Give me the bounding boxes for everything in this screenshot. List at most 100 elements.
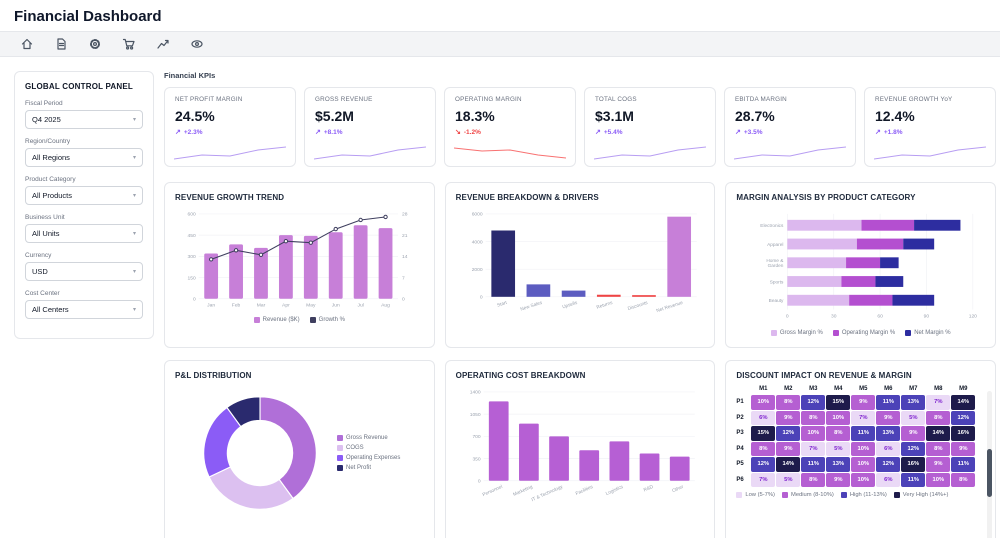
sparkline-chart [454, 147, 566, 159]
heatmap-cell[interactable]: 12% [751, 457, 776, 472]
heatmap-cell[interactable]: 5% [776, 472, 801, 487]
fiscal-period-select[interactable]: Q4 2025 ▾ [25, 110, 143, 129]
heatmap-cell[interactable]: 10% [751, 395, 776, 410]
heatmap-cell[interactable]: 13% [826, 457, 851, 472]
heatmap-cell[interactable]: 10% [801, 426, 826, 441]
kpi-card-ebitda-margin: EBITDA MARGIN 28.7% ↗ +3.5% [724, 87, 856, 167]
scrollbar-thumb[interactable] [987, 449, 993, 497]
trend-up-icon: ↗ [875, 129, 881, 136]
heatmap-cell[interactable]: 6% [876, 441, 901, 456]
filter-business-unit: Business Unit All Units ▾ [25, 214, 143, 243]
product-category-select[interactable]: All Products ▾ [25, 186, 143, 205]
svg-text:1400: 1400 [469, 390, 480, 396]
svg-text:0: 0 [480, 295, 483, 301]
heatmap-cell[interactable]: 10% [851, 441, 876, 456]
settings-button[interactable] [84, 34, 106, 54]
chevron-down-icon: ▾ [132, 268, 136, 275]
svg-text:0: 0 [478, 479, 481, 485]
filter-currency: Currency USD ▾ [25, 252, 143, 281]
select-value: All Units [32, 229, 60, 238]
cost-center-select[interactable]: All Centers ▾ [25, 300, 143, 319]
chart-title: REVENUE GROWTH TREND [175, 193, 285, 202]
heatmap-cell[interactable]: 14% [776, 457, 801, 472]
heatmap-cell[interactable]: 13% [901, 395, 926, 410]
home-button[interactable] [16, 34, 38, 54]
heatmap-cell[interactable]: 11% [876, 395, 901, 410]
heatmap-cell[interactable]: 11% [901, 472, 926, 487]
heatmap-cell[interactable]: 14% [926, 426, 951, 441]
heatmap-cell[interactable]: 8% [776, 395, 801, 410]
heatmap-cell[interactable]: 9% [926, 457, 951, 472]
heatmap-cell[interactable]: 12% [901, 441, 926, 456]
heatmap-cell[interactable]: 9% [876, 410, 901, 425]
heatmap-cell[interactable]: 8% [826, 426, 851, 441]
heatmap-cell[interactable]: 8% [926, 441, 951, 456]
heatmap-cell[interactable]: 12% [951, 410, 976, 425]
heatmap-cell[interactable]: 16% [951, 426, 976, 441]
heatmap-cell[interactable]: 8% [801, 472, 826, 487]
trend-button[interactable] [152, 34, 174, 54]
heatmap-cell[interactable]: 5% [826, 441, 851, 456]
svg-text:Aug: Aug [381, 303, 390, 309]
heatmap-cell[interactable]: 8% [751, 441, 776, 456]
heatmap-cell[interactable]: 8% [951, 472, 976, 487]
heatmap-cell[interactable]: 6% [876, 472, 901, 487]
svg-text:May: May [306, 303, 316, 309]
heatmap-cell[interactable]: 12% [876, 457, 901, 472]
heatmap-col-label: M7 [909, 386, 918, 392]
heatmap-cell[interactable]: 11% [801, 457, 826, 472]
heatmap-cell[interactable]: 9% [776, 410, 801, 425]
heatmap-cell[interactable]: 9% [901, 426, 926, 441]
eye-icon [191, 40, 203, 48]
heatmap-row-label: P1 [736, 399, 744, 406]
svg-text:90: 90 [924, 314, 930, 320]
kpi-value: 28.7% [735, 108, 775, 124]
region-select[interactable]: All Regions ▾ [25, 148, 143, 167]
heatmap-cell[interactable]: 16% [901, 457, 926, 472]
select-value: Q4 2025 [32, 115, 61, 124]
kpi-label: OPERATING MARGIN [455, 96, 522, 103]
business-unit-select[interactable]: All Units ▾ [25, 224, 143, 243]
heatmap-cell[interactable]: 7% [751, 472, 776, 487]
heatmap-cell[interactable]: 7% [801, 441, 826, 456]
kpi-change: ↘ -1.2% [455, 128, 481, 137]
heatmap-cell[interactable]: 7% [926, 395, 951, 410]
select-value: All Centers [32, 305, 69, 314]
heatmap-cell[interactable]: 11% [951, 457, 976, 472]
report-button[interactable] [50, 34, 72, 54]
heatmap-cell[interactable]: 10% [926, 472, 951, 487]
currency-select[interactable]: USD ▾ [25, 262, 143, 281]
select-value: USD [32, 267, 48, 276]
heatmap-cell[interactable]: 10% [851, 472, 876, 487]
heatmap-cell[interactable]: 9% [776, 441, 801, 456]
view-button[interactable] [186, 34, 208, 54]
heatmap-cell[interactable]: 13% [876, 426, 901, 441]
svg-text:Jan: Jan [207, 303, 215, 309]
heatmap-cell[interactable]: 6% [751, 410, 776, 425]
heatmap-cell[interactable]: 5% [901, 410, 926, 425]
kpi-card-net-profit-margin: NET PROFIT MARGIN 24.5% ↗ +2.3% [164, 87, 296, 167]
svg-text:0: 0 [786, 314, 789, 320]
heatmap-cell[interactable]: 8% [801, 410, 826, 425]
cart-button[interactable] [118, 34, 140, 54]
heatmap-cell[interactable]: 11% [851, 426, 876, 441]
heatmap-cell[interactable]: 12% [776, 426, 801, 441]
heatmap-cell[interactable]: 10% [851, 457, 876, 472]
heatmap-cell[interactable]: 15% [751, 426, 776, 441]
vertical-scrollbar[interactable] [987, 391, 993, 538]
heatmap-cell[interactable]: 7% [851, 410, 876, 425]
heatmap-cell[interactable]: 8% [926, 410, 951, 425]
heatmap-cell[interactable]: 10% [826, 410, 851, 425]
svg-text:150: 150 [188, 275, 196, 281]
heatmap-cell[interactable]: 9% [851, 395, 876, 410]
heatmap-cell[interactable]: 9% [826, 472, 851, 487]
heatmap-cell[interactable]: 15% [826, 395, 851, 410]
heatmap-cell[interactable]: 14% [951, 395, 976, 410]
heatmap-col-label: M2 [784, 386, 793, 392]
filter-region: Region/Country All Regions ▾ [25, 138, 143, 167]
heatmap-cell[interactable]: 12% [801, 395, 826, 410]
pl-distribution-card: P&L DISTRIBUTION Gross Revenue COGS Operat… [164, 360, 435, 538]
legend-item: Low (5-7%) [736, 492, 775, 498]
heatmap-cell[interactable]: 9% [951, 441, 976, 456]
